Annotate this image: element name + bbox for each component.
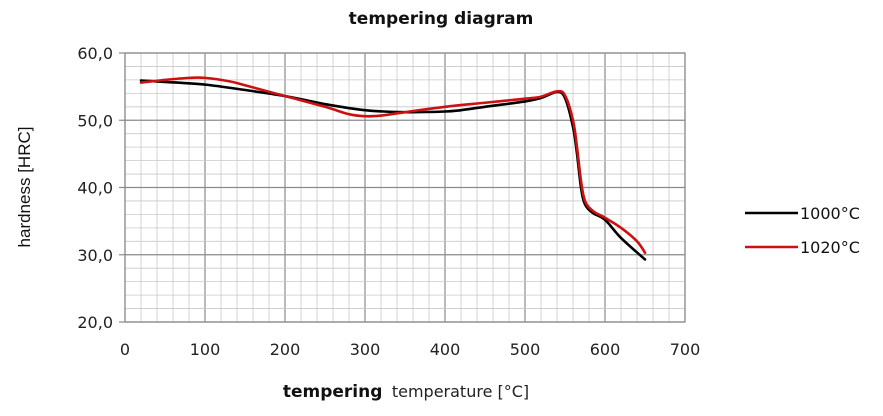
- legend-label: 1020°C: [800, 238, 860, 257]
- y-tick-label: 50,0: [77, 111, 113, 130]
- x-tick-label: 300: [350, 340, 381, 359]
- axis-ticks: 0 100 200 300 400 500 600 700 20,0 30,0 40,0 50,0 60…: [77, 44, 700, 359]
- chart-title: tempering diagram: [349, 9, 534, 29]
- series-line-2: [139, 76, 647, 255]
- x-axis-label-rest: temperature [°C]: [392, 382, 529, 401]
- y-tick-label: 60,0: [77, 44, 113, 63]
- y-tick-label: 40,0: [77, 179, 113, 198]
- x-tick-label: 200: [270, 340, 301, 359]
- x-tick-label: 100: [190, 340, 221, 359]
- x-tick-label: 400: [430, 340, 461, 359]
- y-tick-label: 30,0: [77, 246, 113, 265]
- x-tick-label: 700: [670, 340, 701, 359]
- legend-label: 1000°C: [800, 204, 860, 223]
- x-axis-label-bold: tempering: [283, 382, 383, 402]
- x-tick-label: 500: [510, 340, 541, 359]
- x-tick-label: 600: [590, 340, 621, 359]
- x-axis-label: tempering temperature [°C]: [283, 382, 529, 402]
- y-tick-label: 20,0: [77, 313, 113, 332]
- legend: 1000°C 1020°C: [745, 204, 860, 257]
- y-axis-label: hardness [HRC]: [15, 127, 34, 248]
- plot-grid: [124, 52, 686, 323]
- series-lines: [139, 76, 647, 261]
- x-tick-label: 0: [120, 340, 130, 359]
